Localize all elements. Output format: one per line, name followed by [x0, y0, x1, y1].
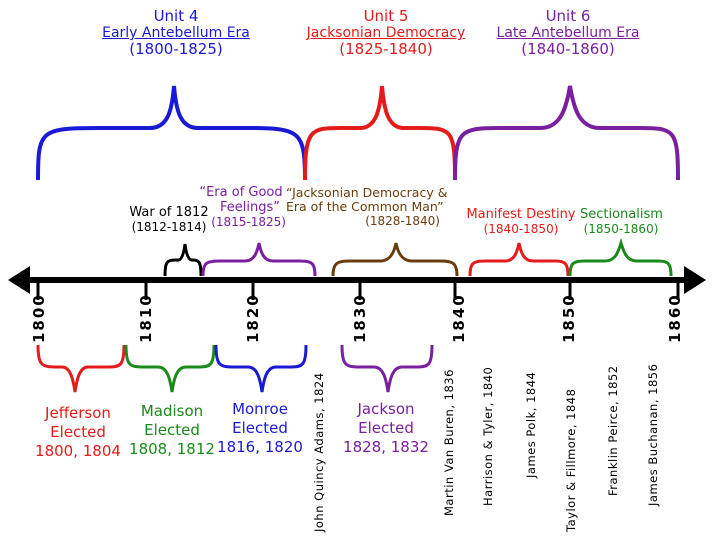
- jackson-name: Jackson: [357, 400, 415, 418]
- year-1850: 1850: [560, 293, 578, 343]
- jefferson-elected: Elected: [50, 422, 106, 441]
- manifest-label: Manifest Destiny (1840-1850): [466, 207, 576, 237]
- unit4-brace: [36, 85, 307, 181]
- unit5-range: (1825-1840): [339, 40, 433, 59]
- jacksonian-label: “Jacksonian Democracy & Era of the Commo…: [286, 185, 448, 229]
- jackson-elected: Elected: [358, 418, 414, 437]
- good-feelings-line2: Feelings”: [220, 199, 280, 215]
- unit6-title: Unit 6: [545, 7, 591, 25]
- unit4-name: Early Antebellum Era: [102, 25, 250, 42]
- unit4-range: (1800-1825): [129, 40, 223, 59]
- madison-brace: [124, 344, 216, 393]
- monroe-name: Monroe: [232, 400, 288, 418]
- unit6-header: Unit 6 Late Antebellum Era (1840-1860): [478, 7, 658, 59]
- good-feelings-brace: [201, 242, 317, 277]
- vertical-president-taylor-fillmore: Taylor & Fillmore, 1848: [564, 388, 578, 532]
- unit5-header: Unit 5 Jacksonian Democracy (1825-1840): [296, 7, 476, 59]
- good-feelings-range: (1815-1825): [211, 214, 286, 229]
- vertical-president-harrison-tyler: Harrison & Tyler, 1840: [481, 366, 495, 506]
- monroe-years: 1816, 1820: [217, 437, 303, 456]
- manifest-brace: [468, 242, 570, 277]
- jefferson-name: Jefferson: [45, 404, 111, 422]
- vertical-president-polk: James Polk, 1844: [524, 371, 538, 478]
- jefferson-brace: [36, 344, 126, 393]
- monroe-elected: Elected: [232, 418, 288, 437]
- unit5-brace: [303, 85, 457, 181]
- madison-name: Madison: [140, 402, 204, 420]
- manifest-name: Manifest Destiny: [466, 207, 576, 222]
- year-1840: 1840: [450, 293, 468, 343]
- unit6-range: (1840-1860): [521, 40, 615, 59]
- jacksonian-range: (1828-1840): [365, 213, 440, 228]
- year-1860: 1860: [666, 293, 684, 343]
- war-1812-range: (1812-1814): [131, 219, 207, 234]
- president-monroe: Monroe Elected 1816, 1820: [214, 400, 306, 456]
- vertical-president-jq-adams: John Quincy Adams, 1824: [312, 372, 326, 532]
- president-jefferson: Jefferson Elected 1800, 1804: [30, 404, 126, 460]
- jacksonian-line1: “Jacksonian Democracy &: [286, 185, 448, 200]
- unit5-name: Jacksonian Democracy: [306, 25, 466, 42]
- good-feelings-label: “Era of Good Feelings” (1815-1825): [196, 185, 286, 230]
- manifest-range: (1840-1850): [483, 221, 559, 236]
- sectionalism-range: (1850-1860): [583, 221, 659, 236]
- unit4-title: Unit 4: [153, 7, 199, 25]
- war-1812-name: War of 1812: [129, 205, 209, 220]
- timeline-arrow-right: [684, 266, 706, 294]
- year-1830: 1830: [351, 293, 369, 343]
- year-1810: 1810: [137, 293, 155, 343]
- sectionalism-label: Sectionalism (1850-1860): [580, 207, 663, 237]
- jefferson-years: 1800, 1804: [35, 441, 121, 460]
- unit5-title: Unit 5: [363, 7, 409, 25]
- vertical-president-buchanan: James Buchanan, 1856: [646, 363, 660, 506]
- war-1812-label: War of 1812 (1812-1814): [124, 205, 214, 235]
- jackson-brace: [340, 344, 434, 393]
- unit4-header: Unit 4 Early Antebellum Era (1800-1825): [86, 7, 266, 59]
- sectionalism-name: Sectionalism: [580, 207, 663, 222]
- jackson-years: 1828, 1832: [343, 437, 429, 456]
- president-madison: Madison Elected 1808, 1812: [126, 402, 218, 458]
- unit6-name: Late Antebellum Era: [496, 25, 640, 42]
- war-1812-brace: [163, 243, 203, 277]
- vertical-president-pierce: Franklin Peirce, 1852: [606, 365, 620, 496]
- president-jackson: Jackson Elected 1828, 1832: [340, 400, 432, 456]
- jacksonian-line2: Era of the Common Man”: [286, 199, 444, 215]
- monroe-brace: [214, 344, 308, 393]
- madison-elected: Elected: [144, 420, 200, 439]
- unit6-brace: [453, 85, 680, 181]
- madison-years: 1808, 1812: [129, 439, 215, 458]
- year-1800: 1800: [30, 293, 48, 343]
- timeline-arrow-left: [8, 266, 30, 294]
- sectionalism-brace: [568, 237, 673, 277]
- jacksonian-brace: [331, 242, 459, 277]
- year-1820: 1820: [244, 293, 262, 343]
- good-feelings-line1: “Era of Good: [199, 185, 283, 200]
- vertical-president-van-buren: Martin Van Buren, 1836: [442, 369, 456, 516]
